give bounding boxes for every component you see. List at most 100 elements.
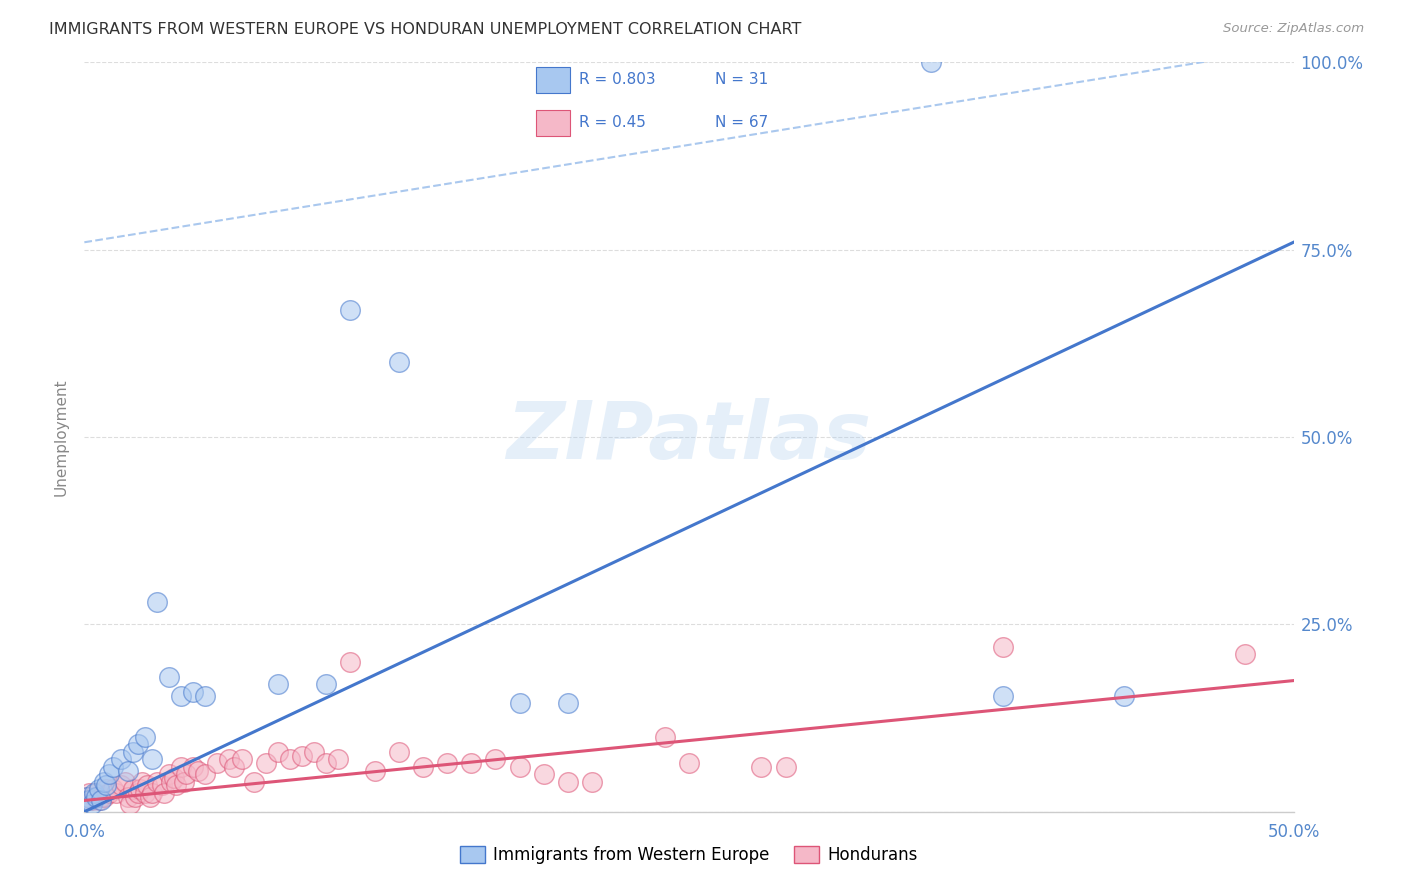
- Point: [146, 774, 169, 789]
- Point: [80, 793, 103, 807]
- Point: [134, 730, 156, 744]
- Point: [436, 756, 458, 770]
- Point: [654, 730, 676, 744]
- Text: R = 0.45: R = 0.45: [579, 115, 645, 130]
- Point: [160, 774, 183, 789]
- Point: [103, 782, 125, 797]
- Point: [267, 745, 290, 759]
- Point: [77, 793, 100, 807]
- Point: [124, 789, 146, 804]
- Point: [97, 786, 120, 800]
- Point: [86, 786, 108, 800]
- Point: [131, 774, 153, 789]
- Point: [388, 745, 411, 759]
- Point: [302, 745, 325, 759]
- Text: R = 0.803: R = 0.803: [579, 72, 655, 87]
- Point: [267, 677, 290, 691]
- Point: [194, 689, 217, 703]
- Y-axis label: Unemployment: Unemployment: [53, 378, 69, 496]
- Point: [103, 760, 125, 774]
- Point: [121, 782, 143, 797]
- Point: [1234, 648, 1257, 662]
- Point: [121, 745, 143, 759]
- Point: [315, 756, 337, 770]
- Point: [1114, 689, 1136, 703]
- Point: [187, 764, 209, 778]
- Point: [76, 789, 98, 804]
- Point: [509, 696, 531, 710]
- Point: [86, 789, 108, 804]
- Point: [678, 756, 700, 770]
- Point: [120, 797, 142, 812]
- Point: [87, 782, 110, 797]
- Legend: Immigrants from Western Europe, Hondurans: Immigrants from Western Europe, Honduran…: [453, 839, 925, 871]
- Point: [194, 767, 217, 781]
- Point: [127, 786, 149, 800]
- Point: [114, 774, 136, 789]
- Point: [170, 760, 193, 774]
- Point: [80, 797, 103, 812]
- Point: [231, 752, 253, 766]
- Point: [460, 756, 482, 770]
- Point: [163, 771, 186, 785]
- Point: [363, 764, 385, 778]
- Point: [117, 764, 139, 778]
- Point: [94, 779, 117, 793]
- Point: [224, 760, 246, 774]
- Point: [751, 760, 773, 774]
- Point: [242, 774, 264, 789]
- Text: IMMIGRANTS FROM WESTERN EUROPE VS HONDURAN UNEMPLOYMENT CORRELATION CHART: IMMIGRANTS FROM WESTERN EUROPE VS HONDUR…: [49, 22, 801, 37]
- Point: [509, 760, 531, 774]
- Point: [138, 789, 160, 804]
- Point: [581, 774, 603, 789]
- Point: [218, 752, 240, 766]
- Point: [90, 789, 112, 804]
- Point: [110, 752, 132, 766]
- Point: [557, 774, 579, 789]
- Point: [412, 760, 434, 774]
- Point: [174, 767, 197, 781]
- Point: [110, 779, 132, 793]
- Point: [165, 779, 187, 793]
- Point: [87, 793, 110, 807]
- Point: [94, 782, 117, 797]
- Point: [533, 767, 555, 781]
- Point: [117, 789, 139, 804]
- Point: [93, 789, 115, 804]
- Point: [484, 752, 506, 766]
- Text: N = 67: N = 67: [714, 115, 768, 130]
- Point: [170, 689, 193, 703]
- Text: Source: ZipAtlas.com: Source: ZipAtlas.com: [1223, 22, 1364, 36]
- Point: [77, 786, 100, 800]
- Point: [993, 640, 1015, 654]
- Point: [339, 655, 361, 669]
- Point: [104, 786, 127, 800]
- Text: N = 31: N = 31: [714, 72, 768, 87]
- Point: [278, 752, 301, 766]
- Point: [129, 782, 152, 797]
- Point: [315, 677, 337, 691]
- Point: [146, 595, 169, 609]
- Point: [920, 55, 942, 70]
- Point: [207, 756, 229, 770]
- Point: [181, 685, 204, 699]
- Point: [153, 786, 176, 800]
- Text: ZIPatlas: ZIPatlas: [506, 398, 872, 476]
- Point: [141, 752, 163, 766]
- Point: [141, 786, 163, 800]
- Point: [90, 793, 112, 807]
- Point: [83, 786, 105, 800]
- Point: [150, 779, 173, 793]
- Point: [83, 789, 105, 804]
- Point: [254, 756, 277, 770]
- Point: [388, 355, 411, 369]
- Point: [76, 789, 98, 804]
- Bar: [536, 110, 569, 136]
- Point: [291, 748, 314, 763]
- Point: [181, 760, 204, 774]
- Point: [97, 767, 120, 781]
- Point: [157, 767, 180, 781]
- Point: [134, 786, 156, 800]
- Point: [339, 302, 361, 317]
- Point: [328, 752, 350, 766]
